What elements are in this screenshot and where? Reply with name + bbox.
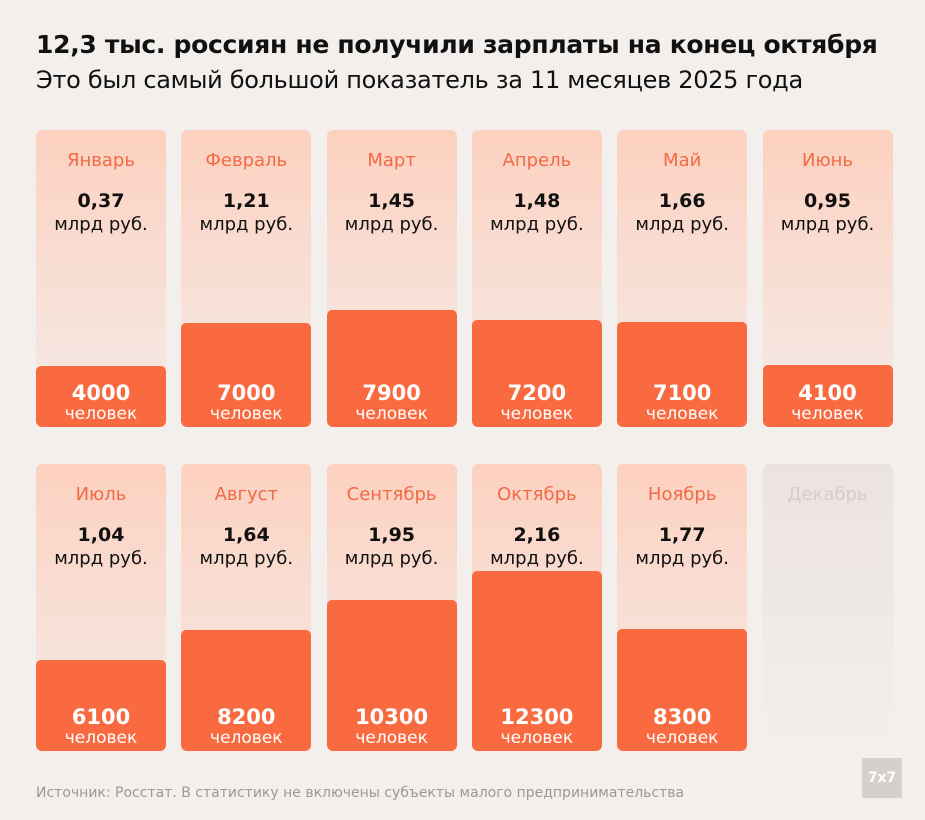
people-bar: 7000 человек	[181, 323, 312, 427]
people-unit: человек	[500, 728, 574, 748]
people-value: 7900	[362, 381, 421, 405]
people-value: 4000	[71, 381, 131, 405]
amount-unit: млрд руб.	[199, 214, 294, 235]
amount-value: 0,95	[804, 190, 851, 212]
people-unit: человек	[210, 404, 283, 424]
people-bar: 10300 человек	[326, 599, 457, 751]
amount-unit: млрд руб.	[54, 214, 148, 235]
people-bar: 7900 человек	[326, 310, 457, 427]
month-label: Август	[214, 484, 278, 505]
amount-value: 1,04	[77, 524, 125, 546]
people-unit: человек	[645, 728, 719, 748]
people-value: 4100	[798, 381, 857, 405]
people-unit: человек	[64, 728, 138, 748]
people-value: 8200	[217, 705, 276, 729]
month-card: Декабрь	[762, 464, 893, 751]
people-bar: 7200 человек	[471, 320, 602, 427]
amount-unit: млрд руб.	[490, 548, 584, 569]
month-card: Июль 1,04 млрд руб. 6100 человек	[36, 464, 166, 751]
chart-subtitle: Это был самый большой показатель за 11 м…	[36, 66, 803, 94]
month-label: Июнь	[802, 150, 853, 171]
month-label: Февраль	[205, 150, 288, 171]
month-card: Ноябрь 1,77 млрд руб. 8300 человек	[617, 464, 748, 751]
people-value: 7200	[507, 381, 567, 405]
amount-value: 1,66	[658, 190, 706, 212]
amount-unit: млрд руб.	[344, 214, 439, 235]
amount-value: 1,77	[658, 524, 706, 546]
amount-unit: млрд руб.	[635, 214, 729, 235]
people-value: 10300	[355, 705, 429, 729]
amount-value: 1,64	[222, 524, 270, 546]
amount-value: 1,45	[368, 190, 416, 212]
amount-value: 1,95	[368, 524, 416, 546]
amount-value: 1,21	[222, 190, 270, 212]
people-unit: человек	[210, 728, 283, 748]
month-label: Апрель	[502, 150, 572, 171]
people-bar: 12300 человек	[471, 571, 602, 751]
month-card: Апрель 1,48 млрд руб. 7200 человек	[471, 130, 602, 427]
amount-unit: млрд руб.	[54, 548, 148, 569]
month-label: Сентябрь	[346, 484, 437, 505]
people-value: 6100	[71, 705, 131, 729]
amount-value: 2,16	[513, 524, 561, 546]
people-value: 7000	[217, 381, 276, 405]
month-card: Январь 0,37 млрд руб. 4000 человек	[36, 130, 166, 427]
people-unit: человек	[64, 404, 138, 424]
people-bar: 8300 человек	[617, 628, 748, 751]
people-value: 7100	[652, 381, 712, 405]
amount-unit: млрд руб.	[780, 214, 875, 235]
people-bar: 8200 человек	[181, 629, 312, 751]
month-label: Декабрь	[787, 484, 868, 505]
amount-unit: млрд руб.	[490, 214, 584, 235]
amount-value: 0,37	[77, 190, 125, 212]
amount-unit: млрд руб.	[635, 548, 729, 569]
people-unit: человек	[500, 404, 574, 424]
logo: 7x7	[862, 758, 902, 798]
amount-unit: млрд руб.	[199, 548, 294, 569]
month-label: Октябрь	[497, 484, 577, 505]
people-bar: 6100 человек	[36, 659, 166, 751]
amount-value: 1,48	[513, 190, 561, 212]
month-label: Ноябрь	[647, 484, 717, 505]
month-label: Июль	[75, 484, 127, 505]
people-bar: 4000 человек	[36, 366, 166, 427]
month-label: Январь	[67, 150, 135, 171]
month-card: Сентябрь 1,95 млрд руб. 10300 человек	[326, 464, 457, 751]
people-bar: 4100 человек	[762, 364, 893, 427]
people-value: 8300	[652, 705, 712, 729]
people-unit: человек	[645, 404, 719, 424]
people-unit: человек	[355, 728, 428, 748]
chart-title: 12,3 тыс. россиян не получили зарплаты н…	[36, 30, 878, 59]
people-unit: человек	[355, 404, 428, 424]
month-card: Октябрь 2,16 млрд руб. 12300 человек	[471, 464, 602, 751]
month-card: Август 1,64 млрд руб. 8200 человек	[181, 464, 312, 751]
amount-unit: млрд руб.	[344, 548, 439, 569]
month-label: Март	[367, 150, 416, 171]
source-note: Источник: Росстат. В статистику не включ…	[36, 785, 685, 801]
people-bar: 7100 человек	[617, 321, 748, 427]
month-card: Февраль 1,21 млрд руб. 7000 человек	[181, 130, 312, 427]
month-label: Май	[663, 150, 702, 171]
month-card: Май 1,66 млрд руб. 7100 человек	[617, 130, 748, 427]
people-unit: человек	[791, 404, 864, 424]
people-value: 12300	[500, 705, 574, 729]
month-card: Июнь 0,95 млрд руб. 4100 человек	[762, 130, 893, 427]
month-card: Март 1,45 млрд руб. 7900 человек	[326, 130, 457, 427]
